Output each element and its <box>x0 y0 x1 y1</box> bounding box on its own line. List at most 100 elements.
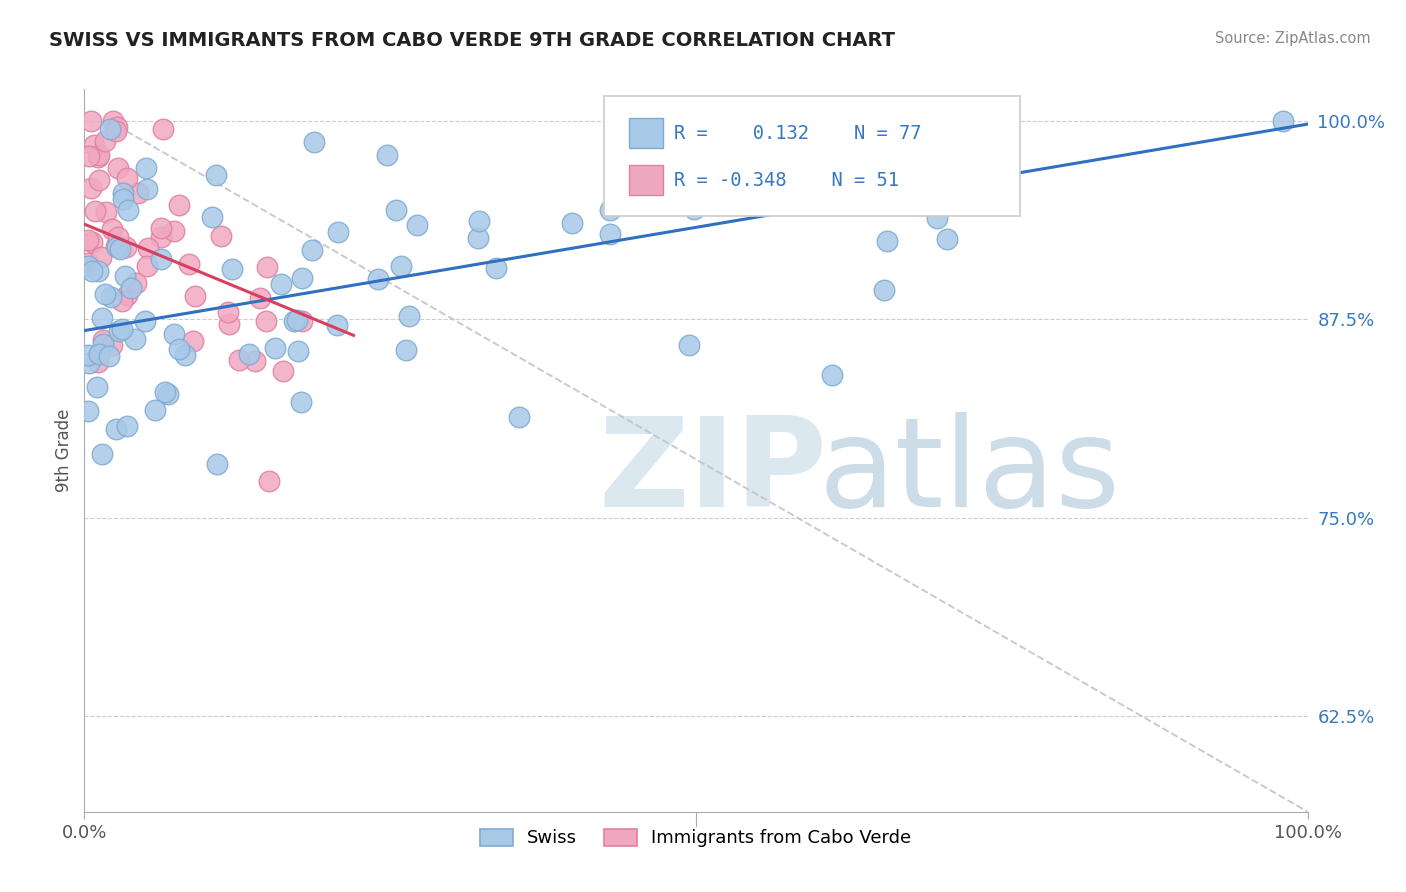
Point <box>285 313 308 327</box>
Point <box>209 229 232 244</box>
Point <box>257 474 280 488</box>
Point <box>270 277 292 291</box>
Point <box>77 149 100 163</box>
Point <box>228 352 250 367</box>
Point <box>91 333 114 347</box>
Point <box>94 204 117 219</box>
Point <box>82 235 104 250</box>
Point <box>94 287 117 301</box>
Point <box>143 403 166 417</box>
Point <box>264 341 287 355</box>
Point <box>101 114 124 128</box>
Point <box>238 347 260 361</box>
Point <box>107 230 129 244</box>
Point <box>107 161 129 175</box>
Point <box>120 281 142 295</box>
Point <box>104 124 127 138</box>
Point <box>87 172 110 186</box>
Point <box>561 217 583 231</box>
Point <box>599 227 621 242</box>
Point <box>134 314 156 328</box>
Point <box>485 260 508 275</box>
Point <box>678 338 700 352</box>
FancyBboxPatch shape <box>628 118 664 148</box>
Point <box>385 202 408 217</box>
Point <box>395 343 418 358</box>
Point <box>136 182 159 196</box>
Point <box>114 268 136 283</box>
Point <box>291 314 314 328</box>
Point <box>184 289 207 303</box>
Point <box>599 203 621 218</box>
Point <box>156 387 179 401</box>
Point <box>77 259 100 273</box>
Point <box>326 225 349 239</box>
Point <box>301 243 323 257</box>
Y-axis label: 9th Grade: 9th Grade <box>55 409 73 492</box>
Point <box>256 260 278 274</box>
Point <box>163 224 186 238</box>
Point <box>302 135 325 149</box>
Point <box>205 457 228 471</box>
Point <box>98 121 121 136</box>
Point <box>936 232 959 246</box>
Point <box>218 317 240 331</box>
Point <box>821 368 844 382</box>
Point <box>135 161 157 175</box>
Point <box>243 354 266 368</box>
Point <box>77 256 100 270</box>
Point <box>375 148 398 162</box>
Point <box>101 337 124 351</box>
Legend: Swiss, Immigrants from Cabo Verde: Swiss, Immigrants from Cabo Verde <box>474 822 918 855</box>
Text: SWISS VS IMMIGRANTS FROM CABO VERDE 9TH GRADE CORRELATION CHART: SWISS VS IMMIGRANTS FROM CABO VERDE 9TH … <box>49 31 896 50</box>
Point <box>87 150 110 164</box>
Point <box>169 342 191 356</box>
Point <box>86 380 108 394</box>
Text: atlas: atlas <box>818 411 1121 533</box>
Point <box>221 262 243 277</box>
Point <box>872 283 894 297</box>
Point <box>149 220 172 235</box>
Point <box>91 337 114 351</box>
Point <box>690 186 713 201</box>
Point <box>80 180 103 194</box>
Point <box>87 347 110 361</box>
Point <box>173 348 195 362</box>
Point <box>115 240 138 254</box>
Point <box>169 198 191 212</box>
FancyBboxPatch shape <box>605 96 1021 216</box>
Point <box>77 233 100 247</box>
Point <box>86 264 108 278</box>
Point <box>287 344 309 359</box>
Point <box>135 259 157 273</box>
Point <box>326 318 349 333</box>
Point <box>467 214 489 228</box>
Point <box>115 419 138 434</box>
Point <box>87 355 110 369</box>
Point <box>127 186 149 200</box>
Point <box>115 288 138 302</box>
Point <box>508 410 530 425</box>
Point <box>101 222 124 236</box>
Point <box>136 241 159 255</box>
Point <box>124 332 146 346</box>
Point <box>249 291 271 305</box>
Point <box>181 334 204 348</box>
Point <box>107 240 129 254</box>
Point <box>115 171 138 186</box>
Point <box>152 122 174 136</box>
Point <box>925 211 948 226</box>
Point <box>398 309 420 323</box>
Point <box>283 314 305 328</box>
Point <box>80 114 103 128</box>
Point <box>117 202 139 217</box>
Point <box>683 202 706 217</box>
Point <box>77 356 100 370</box>
Text: R =    0.132    N = 77: R = 0.132 N = 77 <box>673 124 921 143</box>
Point <box>105 422 128 436</box>
Point <box>83 204 105 219</box>
Point <box>290 394 312 409</box>
Point <box>111 294 134 309</box>
Point <box>105 120 128 135</box>
Point <box>108 242 131 256</box>
